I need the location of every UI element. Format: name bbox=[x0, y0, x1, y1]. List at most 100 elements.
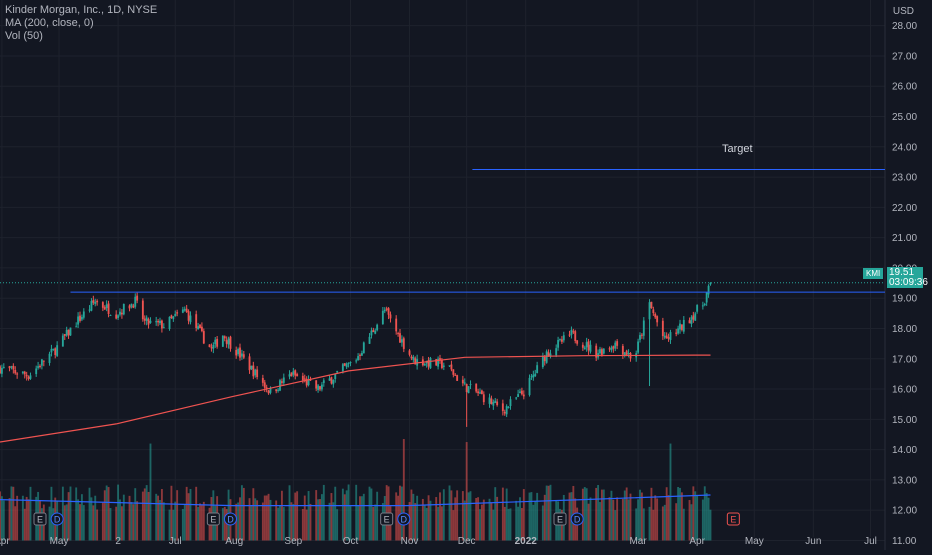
candle-body bbox=[454, 374, 457, 376]
candle-body bbox=[599, 349, 601, 354]
y-tick-label: 17.00 bbox=[892, 354, 917, 365]
candle-body bbox=[330, 377, 333, 384]
x-axis[interactable]: Apr May 2 Jul Aug Sep Oct Nov Dec 2022 Mar Apr May Ju… bbox=[0, 536, 877, 547]
candle-body bbox=[101, 302, 104, 308]
candle-body bbox=[0, 366, 1, 374]
volume-bar bbox=[294, 492, 297, 541]
volume-bar bbox=[421, 498, 424, 541]
volume-bar bbox=[362, 493, 365, 541]
level-lines bbox=[0, 169, 885, 293]
candle-body bbox=[69, 327, 72, 336]
volume-bar bbox=[67, 492, 70, 541]
volume-bar bbox=[267, 493, 270, 541]
volume-bar bbox=[370, 488, 373, 541]
volume-bar bbox=[568, 492, 571, 541]
candle-body bbox=[334, 374, 337, 379]
candle-body bbox=[589, 344, 592, 352]
ma-200-line bbox=[0, 354, 711, 443]
volume-bar bbox=[707, 497, 710, 541]
candle-body bbox=[82, 311, 85, 318]
target-label: Target bbox=[722, 143, 753, 155]
volume-bar bbox=[637, 499, 640, 541]
candle-body bbox=[682, 319, 685, 332]
candle-body bbox=[301, 375, 304, 381]
volume-bar bbox=[319, 499, 321, 541]
legend-vol: Vol (50) bbox=[5, 30, 43, 42]
volume-bar bbox=[680, 492, 683, 541]
candle-body bbox=[343, 363, 346, 366]
volume-bars bbox=[0, 439, 712, 541]
earnings-marker: E bbox=[380, 512, 394, 526]
volume-bar bbox=[435, 497, 438, 541]
candle-body bbox=[414, 358, 417, 365]
ma-200-polyline bbox=[0, 354, 711, 443]
candle-body bbox=[562, 335, 565, 341]
candle-body bbox=[427, 360, 430, 367]
candle-body bbox=[625, 350, 628, 356]
volume-bar bbox=[162, 502, 165, 541]
candle-body bbox=[467, 386, 470, 394]
candle-body bbox=[223, 336, 226, 339]
volume-bar bbox=[480, 504, 483, 541]
candle-body bbox=[159, 320, 161, 324]
candle-body bbox=[705, 292, 708, 303]
bar-countdown: 03:09:36 bbox=[889, 277, 928, 288]
y-tick-label: 16.00 bbox=[892, 385, 917, 396]
dividend-marker: D bbox=[397, 512, 411, 526]
y-tick-label: 12.00 bbox=[892, 506, 917, 517]
candle-body bbox=[675, 332, 678, 334]
grid bbox=[0, 0, 886, 550]
x-tick-label: May bbox=[50, 536, 69, 547]
volume-bar bbox=[292, 504, 295, 541]
candle-body bbox=[90, 301, 93, 311]
candle-body bbox=[570, 329, 573, 335]
volume-bar bbox=[107, 487, 110, 541]
volume-bar bbox=[703, 486, 706, 541]
x-tick-label: 2022 bbox=[515, 536, 538, 547]
volume-bar bbox=[648, 506, 651, 541]
candle-body bbox=[136, 295, 139, 301]
candle-body bbox=[320, 384, 323, 390]
volume-bar bbox=[587, 503, 590, 541]
candle-body bbox=[381, 310, 384, 325]
volume-bar bbox=[25, 496, 28, 541]
marker-shape bbox=[380, 512, 394, 526]
candle-body bbox=[305, 378, 308, 386]
candle-body bbox=[160, 320, 163, 329]
marker-shape bbox=[553, 512, 567, 526]
candle-body bbox=[54, 348, 57, 355]
volume-bar bbox=[69, 486, 72, 541]
volume-bar bbox=[29, 486, 32, 541]
candle-body bbox=[130, 303, 133, 307]
candle-body bbox=[35, 368, 38, 375]
volume-bar bbox=[10, 486, 13, 541]
volume-bar bbox=[288, 485, 291, 541]
candle-body bbox=[235, 349, 238, 356]
candle-body bbox=[134, 296, 137, 307]
candle-body bbox=[50, 348, 53, 353]
volume-bar bbox=[452, 510, 455, 541]
volume-bar bbox=[2, 500, 5, 541]
candle-body bbox=[119, 311, 121, 315]
candle-body bbox=[572, 331, 575, 333]
candle-body bbox=[77, 316, 80, 325]
candle-body bbox=[27, 376, 30, 379]
candle-body bbox=[240, 353, 243, 357]
y-tick-label: 25.00 bbox=[892, 112, 917, 123]
volume-bar bbox=[305, 509, 308, 541]
candle-body bbox=[581, 344, 584, 348]
volume-bar bbox=[349, 506, 352, 541]
candle-body bbox=[200, 326, 203, 331]
volume-bar bbox=[614, 510, 617, 541]
marker-letter: D bbox=[401, 515, 408, 525]
volume-bar bbox=[456, 490, 459, 541]
volume-bar bbox=[96, 509, 99, 541]
candle-body bbox=[319, 386, 321, 390]
volume-bar bbox=[479, 509, 481, 541]
candle-body bbox=[541, 355, 544, 368]
candle-body bbox=[242, 354, 245, 358]
candle-body bbox=[345, 363, 348, 368]
candle-body bbox=[448, 365, 451, 367]
